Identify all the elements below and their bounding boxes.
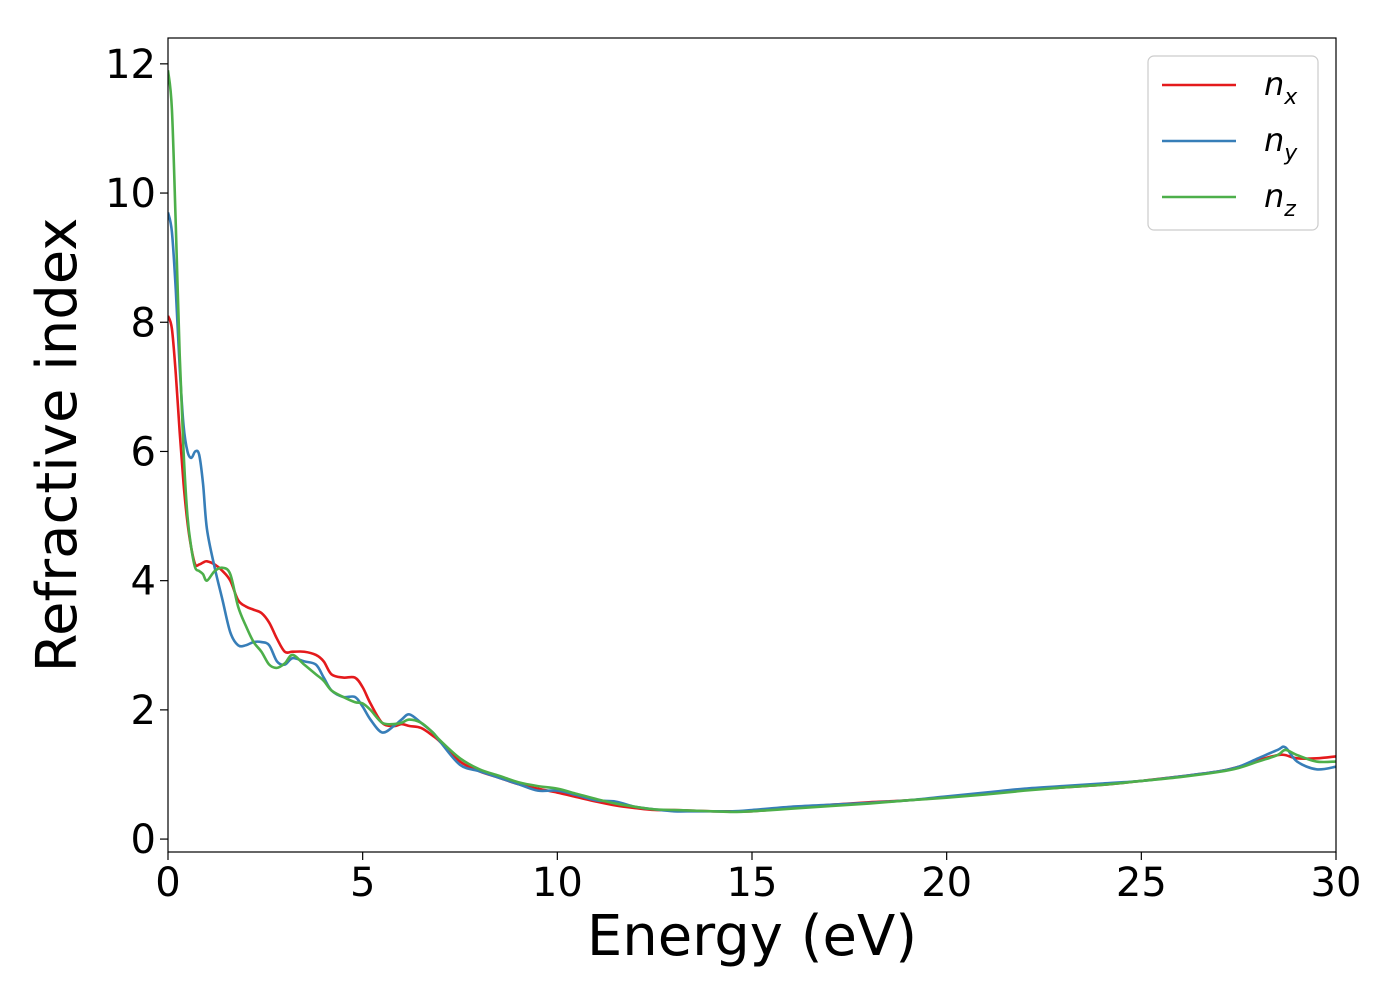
x-tick-label: 30 <box>1311 860 1362 906</box>
y-tick-label: 4 <box>131 559 156 605</box>
y-axis-label: Refractive index <box>25 218 90 673</box>
y-tick-label: 0 <box>131 817 156 863</box>
series-line-x <box>168 315 1336 813</box>
legend-label-y: ny <box>1264 121 1298 166</box>
x-tick-label: 5 <box>350 860 375 906</box>
legend-label-x: nx <box>1264 65 1298 110</box>
x-axis-ticks: 0 5 10 15 20 25 30 <box>155 852 1361 906</box>
legend-label-base: n <box>1264 121 1284 159</box>
x-tick-label: 15 <box>727 860 778 906</box>
legend-box <box>1147 55 1319 231</box>
y-tick-label: 12 <box>105 42 156 88</box>
legend-label-subscript: y <box>1283 141 1298 166</box>
x-axis-label: Energy (eV) <box>587 904 917 969</box>
y-tick-label: 8 <box>131 300 156 346</box>
y-tick-label: 6 <box>131 429 156 475</box>
x-tick-label: 0 <box>155 860 180 906</box>
legend-label-subscript: x <box>1283 85 1298 110</box>
legend-label-subscript: z <box>1283 197 1296 222</box>
y-tick-label: 10 <box>105 171 156 217</box>
legend-label-base: n <box>1264 65 1284 103</box>
x-tick-label: 25 <box>1116 860 1167 906</box>
series-line-z <box>168 70 1336 814</box>
y-axis-ticks: 0 2 4 6 8 10 12 <box>105 42 168 863</box>
legend-label-z: nz <box>1264 177 1296 222</box>
x-tick-label: 10 <box>532 860 583 906</box>
series-layer <box>168 70 1336 814</box>
legend-label-base: n <box>1264 177 1284 215</box>
x-tick-label: 20 <box>921 860 972 906</box>
series-line-y <box>168 212 1336 813</box>
y-tick-label: 2 <box>131 688 156 734</box>
